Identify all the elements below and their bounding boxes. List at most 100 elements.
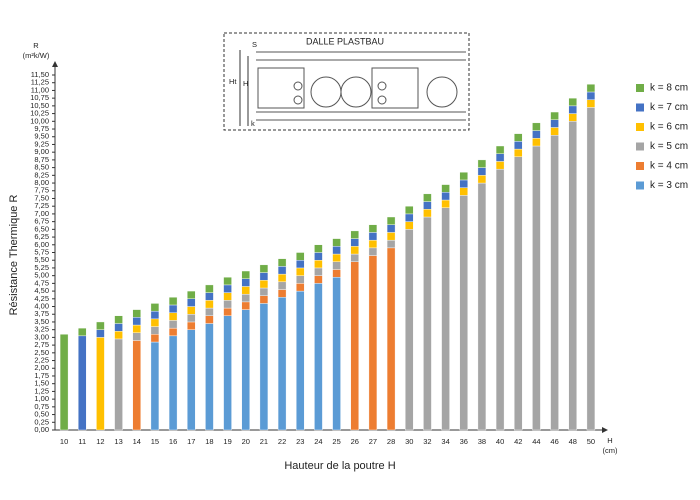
inset-hole — [426, 76, 458, 108]
y-title: Résistance Thermique R — [8, 195, 20, 316]
bar-segment — [187, 306, 196, 315]
bar-segment — [332, 269, 341, 278]
x-tick-label: 13 — [114, 437, 122, 446]
bar-segment — [187, 290, 196, 300]
x-tick-label: 40 — [496, 437, 504, 446]
x-tick-label: 24 — [314, 437, 322, 446]
inset-hole — [293, 81, 303, 91]
bar-segment — [568, 105, 577, 114]
bar-segment — [277, 289, 287, 298]
bar-segment — [259, 295, 269, 304]
bar-segment — [150, 310, 160, 320]
bar-segment — [332, 261, 341, 270]
inset-frame — [223, 32, 470, 131]
bar-segment — [314, 252, 323, 261]
y-tick-label: 5,50 — [34, 255, 49, 264]
bar-segment — [259, 303, 269, 431]
bar-segment — [78, 335, 87, 431]
y-tick-label: 7,00 — [34, 209, 49, 218]
bar-segment — [459, 179, 468, 188]
y-tick-label: 7,50 — [34, 193, 49, 202]
bar-segment — [314, 260, 323, 269]
bar-segment — [441, 207, 450, 431]
bar-segment — [223, 284, 232, 293]
bar-segment — [495, 168, 505, 431]
bar-segment — [59, 334, 69, 431]
bar-segment — [459, 187, 468, 196]
bar-segment — [386, 239, 396, 249]
bar-segment — [332, 253, 341, 262]
bar-segment — [550, 111, 559, 120]
y-tick-label: 4,50 — [34, 286, 49, 295]
bar-segment — [405, 229, 414, 431]
bar-segment — [277, 281, 287, 290]
x-tick-label: 15 — [151, 437, 159, 446]
bar-segment — [350, 238, 359, 247]
bar-segment — [168, 312, 178, 321]
x-tick-label: 17 — [187, 437, 195, 446]
bar-segment — [441, 199, 450, 208]
inset-hole — [340, 76, 372, 108]
legend-swatch — [636, 142, 644, 151]
bar-segment — [259, 280, 269, 289]
x-axis-arrow — [602, 427, 608, 433]
y-tick-label: 1,00 — [34, 394, 49, 403]
bar-segment — [241, 301, 250, 310]
bar-segment — [459, 195, 468, 431]
bar-segment — [332, 246, 341, 255]
inset-label: S — [252, 40, 257, 49]
legend-label: k = 8 cm — [650, 83, 688, 94]
bar-segment — [314, 244, 323, 253]
bar-segment — [586, 84, 596, 93]
y-tick-label: 5,25 — [34, 263, 49, 272]
y-tick-label: 9,75 — [34, 124, 49, 133]
y-tick-label: 10,50 — [30, 101, 49, 110]
bar-segment — [550, 119, 559, 128]
bar-segment — [132, 332, 141, 341]
inset-hole — [293, 95, 303, 105]
x-tick-label: 50 — [587, 437, 595, 446]
bar-segment — [586, 99, 596, 108]
bar-segment — [277, 258, 287, 267]
bar-segment — [187, 321, 196, 330]
y-tick-label: 4,00 — [34, 302, 49, 311]
x-tick-label: 28 — [387, 437, 395, 446]
inset: DALLE PLASTBAU S Ht H k — [223, 32, 470, 131]
y-tick-label: 7,25 — [34, 201, 49, 210]
y-tick-label: 11,50 — [31, 70, 49, 79]
y-tick-label: 5,00 — [34, 271, 49, 280]
x-title: Hauteur de la poutre H — [284, 460, 395, 472]
y-tick-label: 8,75 — [34, 155, 49, 164]
x-tick-label: 16 — [169, 437, 177, 446]
bar-segment — [477, 175, 487, 184]
x-tick-label: 36 — [460, 437, 468, 446]
x-tick-label: 38 — [478, 437, 486, 446]
bar-segment — [168, 304, 178, 313]
x-tick-label: 22 — [278, 437, 286, 446]
y-tick-label: 7,75 — [34, 186, 49, 195]
y-tick-label: 3,50 — [34, 317, 49, 326]
bar-segment — [150, 334, 160, 343]
x-tick-label: 44 — [532, 437, 540, 446]
y-tick-label: 1,50 — [34, 379, 49, 388]
bar-segment — [368, 255, 378, 431]
bar-segment — [277, 266, 287, 275]
bar-segment — [132, 340, 141, 431]
y-tick-label: 9,50 — [34, 132, 49, 141]
legend-swatch — [636, 181, 644, 190]
y-tick-label: 9,25 — [34, 139, 49, 148]
bar-segment — [550, 134, 559, 431]
bar-segment — [223, 300, 232, 309]
bar-segment — [405, 221, 414, 230]
y-tick-label: 8,50 — [34, 163, 49, 172]
inset-hole — [377, 81, 387, 91]
y-tick-label: 6,25 — [34, 232, 49, 241]
legend-label: k = 5 cm — [650, 141, 688, 152]
bar-segment — [495, 145, 505, 154]
bar-segment — [350, 230, 359, 239]
bar-segment — [495, 161, 505, 170]
x-tick-label: 18 — [205, 437, 213, 446]
bar-segment — [205, 323, 214, 431]
bar-segment — [350, 246, 359, 255]
